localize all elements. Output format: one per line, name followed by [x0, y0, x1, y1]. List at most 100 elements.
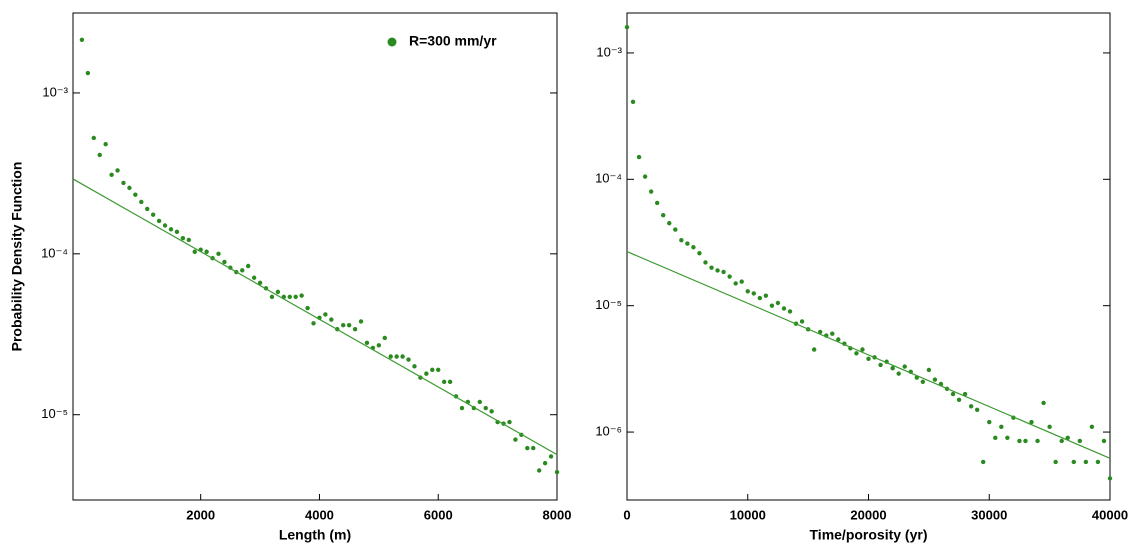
x-tick-label: 10000 — [730, 507, 766, 522]
data-point — [932, 377, 938, 382]
data-point — [1101, 438, 1107, 444]
data-point — [531, 445, 536, 451]
fit-line — [626, 251, 1111, 459]
data-point — [447, 379, 453, 385]
y-tick-label: 10⁻⁶ — [595, 423, 622, 438]
x-axis-label: Length (m) — [279, 527, 351, 543]
data-point — [1059, 438, 1064, 444]
data-point — [293, 294, 298, 300]
data-point — [192, 249, 197, 254]
data-point — [121, 180, 126, 186]
y-tick-label: 10⁻⁴ — [595, 171, 622, 186]
fit-line — [72, 178, 558, 456]
data-point — [412, 364, 417, 369]
data-point — [364, 340, 370, 345]
data-point — [109, 172, 114, 177]
data-point — [323, 312, 328, 317]
data-point — [245, 263, 251, 269]
data-point — [406, 357, 411, 362]
data-point — [536, 468, 542, 473]
data-point — [115, 168, 120, 173]
data-point — [459, 405, 465, 411]
data-point — [1083, 459, 1089, 465]
data-point — [926, 367, 932, 373]
y-tick-label: 10⁻⁵ — [41, 406, 68, 421]
data-point — [956, 397, 962, 402]
data-point — [818, 329, 823, 335]
data-point — [769, 303, 775, 308]
y-tick-label: 10⁻³ — [42, 84, 68, 99]
data-point — [636, 154, 642, 160]
data-point — [866, 356, 871, 361]
data-point — [860, 347, 865, 352]
data-point — [305, 305, 310, 311]
data-point — [424, 371, 429, 376]
data-point — [661, 212, 666, 218]
x-tick-label: 4000 — [305, 507, 334, 522]
data-point — [878, 362, 883, 368]
data-point — [85, 70, 91, 76]
data-point — [739, 279, 744, 284]
data-point — [679, 237, 684, 243]
data-point — [150, 212, 156, 217]
data-point — [968, 404, 974, 409]
data-point — [1065, 435, 1070, 441]
data-point — [554, 469, 560, 475]
data-point — [513, 437, 518, 442]
x-tick-label: 30000 — [971, 507, 1007, 522]
data-point — [836, 337, 841, 342]
data-point — [394, 354, 399, 359]
legend-label: R=300 mm/yr — [409, 33, 497, 49]
x-tick-label: 40000 — [1092, 507, 1128, 522]
data-point — [346, 323, 352, 328]
data-point — [781, 306, 787, 311]
data-point — [974, 407, 980, 413]
data-point — [624, 24, 630, 30]
data-point — [507, 419, 512, 425]
data-point — [981, 459, 986, 465]
data-point — [763, 293, 769, 298]
data-point — [697, 251, 702, 256]
data-point — [240, 268, 245, 273]
data-point — [1029, 419, 1034, 425]
y-tick-label: 10⁻⁴ — [41, 245, 68, 260]
data-point — [133, 192, 138, 197]
data-point — [204, 249, 209, 254]
data-point — [902, 364, 907, 369]
data-point — [799, 319, 805, 324]
data-point — [436, 367, 441, 373]
data-point — [168, 227, 174, 232]
data-point — [1053, 459, 1058, 465]
data-point — [1095, 459, 1101, 465]
data-point — [162, 223, 168, 228]
data-point — [787, 309, 793, 314]
data-point — [987, 419, 992, 425]
data-point — [1041, 400, 1046, 406]
data-point — [854, 351, 859, 356]
data-point — [269, 294, 275, 300]
data-point — [127, 185, 132, 191]
data-point — [727, 274, 732, 279]
data-point — [341, 323, 346, 328]
data-point — [642, 174, 648, 179]
data-point — [139, 199, 144, 205]
data-point — [999, 424, 1004, 430]
data-point — [830, 331, 835, 336]
data-point — [775, 300, 781, 306]
data-point — [890, 366, 895, 371]
data-point — [186, 237, 192, 243]
data-point — [811, 347, 817, 352]
data-point — [97, 152, 102, 158]
data-point — [721, 269, 726, 275]
data-point — [920, 379, 926, 384]
data-point — [962, 391, 968, 397]
data-point — [993, 435, 998, 441]
data-point — [654, 200, 660, 206]
data-point — [145, 206, 150, 212]
data-point — [1017, 438, 1022, 444]
data-point — [1077, 438, 1083, 444]
data-point — [156, 218, 162, 224]
y-axis-label: Probability Density Function — [9, 162, 25, 352]
data-point — [257, 280, 263, 286]
data-point — [548, 454, 554, 459]
